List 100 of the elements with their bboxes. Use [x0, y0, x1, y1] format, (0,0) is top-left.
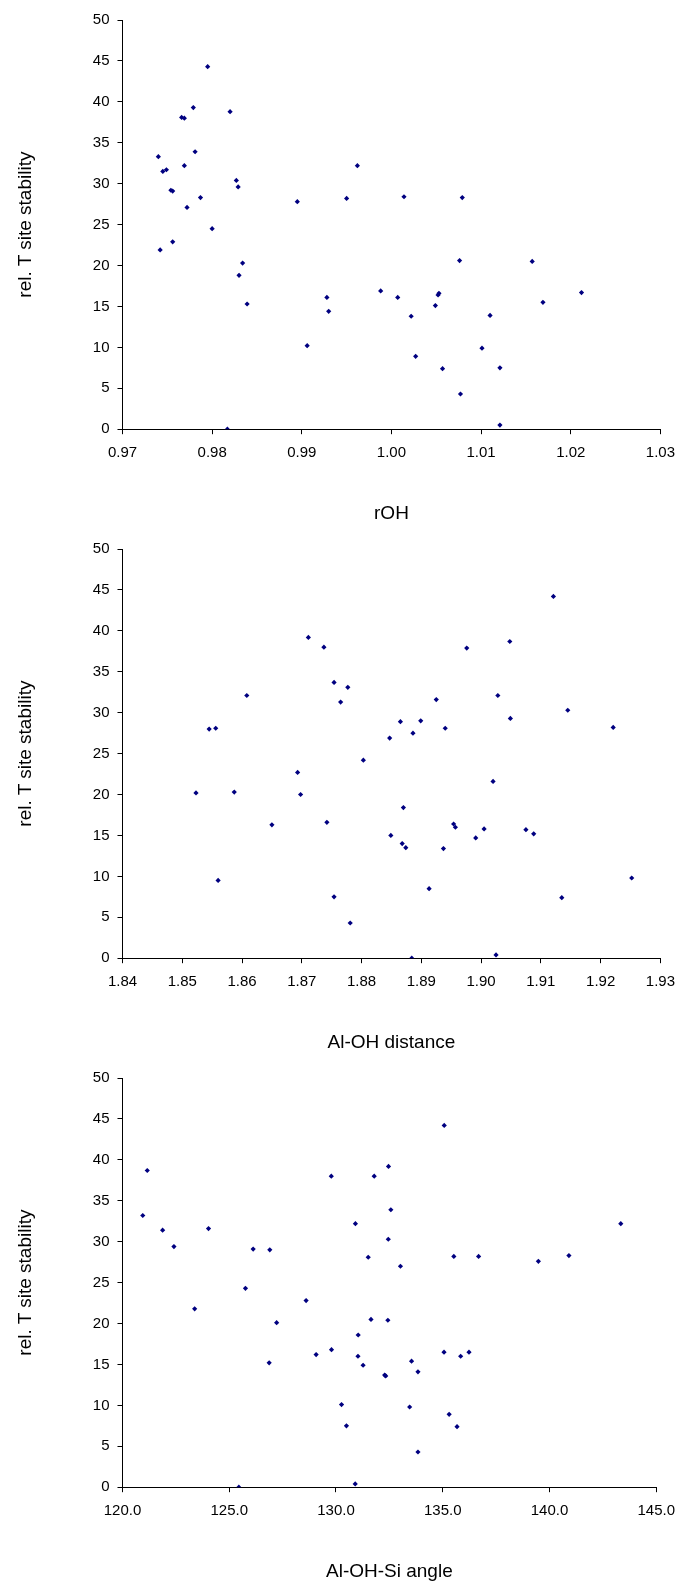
y-tick-label: 50 — [92, 539, 110, 557]
point — [345, 684, 351, 690]
x-tick-label: 130.0 — [317, 1501, 355, 1519]
y-tick-label: 15 — [92, 296, 110, 314]
point — [331, 679, 337, 685]
point — [408, 313, 414, 319]
point — [205, 1225, 212, 1232]
y-tick-label: 15 — [92, 825, 110, 843]
point — [160, 1227, 166, 1233]
point — [365, 1254, 371, 1260]
x-tick-label: 1.03 — [645, 443, 675, 461]
point — [227, 109, 233, 115]
y-tick-label: 10 — [92, 337, 110, 355]
y-tick-label: 15 — [92, 1354, 110, 1372]
point — [610, 724, 616, 731]
point — [304, 343, 310, 349]
point — [209, 226, 215, 232]
x-axis-title: Al-OH-Si angle — [326, 1559, 453, 1581]
y-tick-label: 20 — [92, 784, 110, 802]
x-tick-label: 1.01 — [466, 443, 496, 461]
point — [395, 294, 401, 301]
point — [298, 791, 304, 798]
point — [408, 1358, 415, 1364]
x-axis-title: Al-OH distance — [327, 1030, 456, 1052]
y-tick-label: 0 — [101, 1477, 110, 1495]
point — [352, 1221, 359, 1227]
point — [403, 845, 409, 851]
point — [473, 835, 479, 841]
point — [354, 163, 360, 169]
point — [487, 312, 493, 319]
point — [456, 258, 463, 264]
point — [233, 177, 239, 184]
point — [378, 288, 384, 294]
point — [360, 757, 366, 763]
point — [439, 366, 446, 372]
point — [303, 1298, 309, 1304]
point — [343, 1423, 350, 1429]
x-tick-label: 145.0 — [637, 1501, 676, 1519]
y-tick-label: 45 — [92, 51, 110, 69]
x-tick-label: 1.88 — [346, 972, 377, 990]
point — [140, 1212, 146, 1219]
y-tick-label: 20 — [92, 1313, 110, 1331]
point — [205, 64, 211, 70]
point — [215, 877, 221, 884]
y-tick-label: 45 — [92, 1109, 110, 1127]
point — [451, 1253, 457, 1260]
y-tick-label: 30 — [92, 1231, 110, 1249]
point — [433, 696, 439, 703]
x-tick-label: 1.86 — [227, 972, 257, 990]
y-tick-label: 35 — [92, 1190, 110, 1208]
x-tick-label: 0.97 — [107, 443, 138, 461]
y-tick-label: 0 — [101, 948, 110, 966]
x-axis-title: rOH — [374, 501, 409, 523]
y-tick-label: 5 — [101, 378, 110, 396]
y-tick-label: 35 — [92, 661, 110, 679]
point — [242, 1285, 249, 1291]
y-axis-title: rel. T site stability — [13, 151, 35, 298]
point — [313, 1352, 319, 1358]
point — [566, 1252, 572, 1259]
y-axis-title: rel. T site stability — [13, 1209, 35, 1356]
x-tick-label: 1.00 — [376, 443, 407, 461]
point — [190, 104, 196, 111]
point — [274, 1320, 280, 1326]
point — [328, 1173, 334, 1179]
point — [432, 303, 438, 309]
x-tick-label: 140.0 — [530, 1501, 569, 1519]
point — [578, 289, 585, 296]
point — [399, 841, 405, 847]
point — [305, 634, 311, 640]
point — [413, 353, 419, 359]
point — [240, 260, 246, 266]
y-tick-label: 5 — [101, 907, 110, 925]
point — [295, 769, 301, 776]
x-tick-label: 0.98 — [197, 443, 227, 461]
point — [442, 725, 448, 731]
point — [144, 1167, 150, 1174]
point — [550, 593, 557, 600]
point — [155, 154, 161, 160]
point — [426, 886, 432, 892]
x-tick-label: 1.90 — [466, 972, 496, 990]
point — [160, 168, 166, 174]
y-tick-label: 30 — [92, 173, 110, 191]
x-tick-label: 1.84 — [107, 972, 138, 990]
point — [531, 831, 537, 837]
point — [440, 845, 447, 852]
point — [385, 1163, 392, 1169]
point — [388, 832, 394, 839]
y-tick-label: 30 — [92, 702, 110, 720]
point — [507, 638, 513, 645]
point — [529, 258, 535, 265]
x-tick-label: 135.0 — [423, 1501, 462, 1519]
point — [338, 1401, 345, 1408]
point — [324, 819, 330, 825]
point — [459, 194, 465, 201]
point — [328, 1347, 335, 1353]
point — [326, 308, 332, 314]
point — [418, 718, 424, 724]
x-tick-label: 1.92 — [586, 972, 616, 990]
point — [181, 163, 187, 169]
point — [213, 725, 219, 731]
